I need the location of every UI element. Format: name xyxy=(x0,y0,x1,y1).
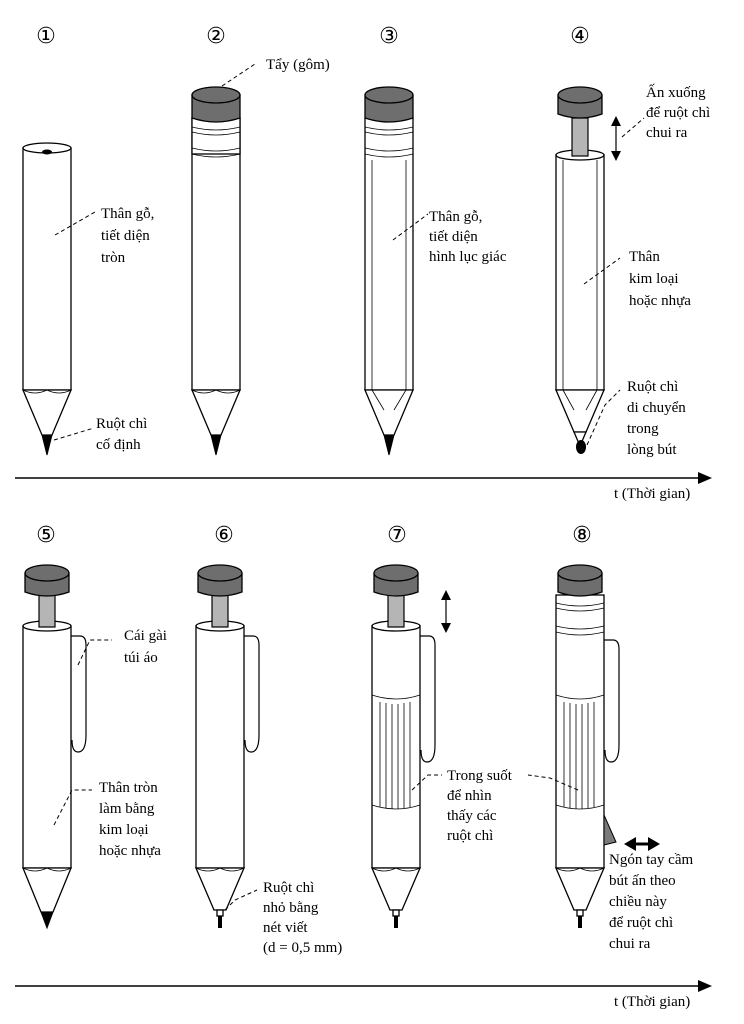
label-p4-lead-line-4: lòng bút xyxy=(627,442,677,458)
label-p8-grip-line-2: bút ấn theo xyxy=(609,873,676,889)
label-p4-lead-line-2: di chuyển xyxy=(627,400,686,416)
label-p3-body-line-3: hình lục giác xyxy=(429,249,507,265)
pencil-1-round-wood xyxy=(22,142,72,456)
label-p1-body-line-2: tiết diện xyxy=(101,228,150,244)
label-p4-press-line-1: Ấn xuống xyxy=(646,84,706,101)
label-p2-eraser-line-1: Tẩy (gôm) xyxy=(266,57,330,73)
axis-label-1: t (Thời gian) xyxy=(614,486,690,502)
pencil-4-mechanical xyxy=(555,86,621,454)
label-p4-lead-line-1: Ruột chì xyxy=(627,379,678,395)
label-p4-body-line-2: kim loại xyxy=(629,271,679,287)
step-number-3: ③ xyxy=(379,24,399,49)
label-p6-lead-line-1: Ruột chì xyxy=(263,880,314,896)
step-number-7: ⑦ xyxy=(387,523,407,548)
label-p5-body-line-2: làm bằng xyxy=(99,801,155,817)
label-p7-clear-line-1: Trong suốt xyxy=(447,768,513,784)
timeline-axis-2 xyxy=(15,980,712,992)
step-number-4: ④ xyxy=(570,24,590,49)
label-p5-body-line-4: hoặc nhựa xyxy=(99,843,161,859)
label-p8-grip-line-1: Ngón tay cầm xyxy=(609,852,693,868)
pencil-2-with-eraser xyxy=(191,86,241,456)
label-p4-lead-line-3: trong xyxy=(627,421,659,437)
step-number-5: ⑤ xyxy=(36,523,56,548)
pencil-6-thin-lead xyxy=(195,564,260,928)
label-p5-body-line-1: Thân tròn xyxy=(99,780,158,796)
label-p5-clip-line-2: túi áo xyxy=(124,650,158,666)
label-p6-lead-line-4: (d = 0,5 mm) xyxy=(263,940,342,956)
label-p7-clear-line-2: để nhìn xyxy=(447,788,492,804)
label-p7-clear-line-3: thấy các xyxy=(447,808,497,824)
pencil-5-mechanical-clip xyxy=(22,564,87,930)
label-p8-grip-line-4: để ruột chì xyxy=(609,915,673,931)
pencil-3-hexagonal xyxy=(364,86,414,456)
timeline-axis-1 xyxy=(15,472,712,484)
label-p5-clip-line-1: Cái gài xyxy=(124,628,167,644)
label-p6-lead-line-3: nét viết xyxy=(263,920,308,936)
step-number-1: ① xyxy=(36,24,56,49)
text-layer: ① ② ③ ④ ⑤ ⑥ ⑦ ⑧ Thân gỗ, tiết diện tròn Ruột chì cố … xyxy=(36,24,710,1010)
pencil-7-transparent xyxy=(371,564,451,928)
step-number-6: ⑥ xyxy=(214,523,234,548)
label-p6-lead-line-2: nhỏ bằng xyxy=(263,900,319,916)
label-p8-grip-line-3: chiều này xyxy=(609,894,667,910)
label-p1-lead-line-1: Ruột chì xyxy=(96,416,147,432)
label-p1-body-line-1: Thân gỗ, xyxy=(101,206,154,222)
label-p1-lead-line-2: cố định xyxy=(96,437,141,453)
label-p3-body-line-1: Thân gỗ, xyxy=(429,209,482,225)
label-p3-body-line-2: tiết diện xyxy=(429,229,478,245)
label-p1-body-line-3: tròn xyxy=(101,250,126,266)
label-p8-grip-line-5: chui ra xyxy=(609,936,651,952)
step-number-2: ② xyxy=(206,24,226,49)
step-number-8: ⑧ xyxy=(572,523,592,548)
label-p4-press-line-3: chui ra xyxy=(646,125,688,141)
label-p4-body-line-3: hoặc nhựa xyxy=(629,293,691,309)
axis-label-2: t (Thời gian) xyxy=(614,994,690,1010)
label-p5-body-line-3: kim loại xyxy=(99,822,149,838)
leader-lines xyxy=(53,63,645,911)
label-p4-body-line-1: Thân xyxy=(629,249,660,265)
pencil-8-side-press xyxy=(555,564,660,928)
label-p7-clear-line-4: ruột chì xyxy=(447,828,493,844)
label-p4-press-line-2: để ruột chì xyxy=(646,105,710,121)
